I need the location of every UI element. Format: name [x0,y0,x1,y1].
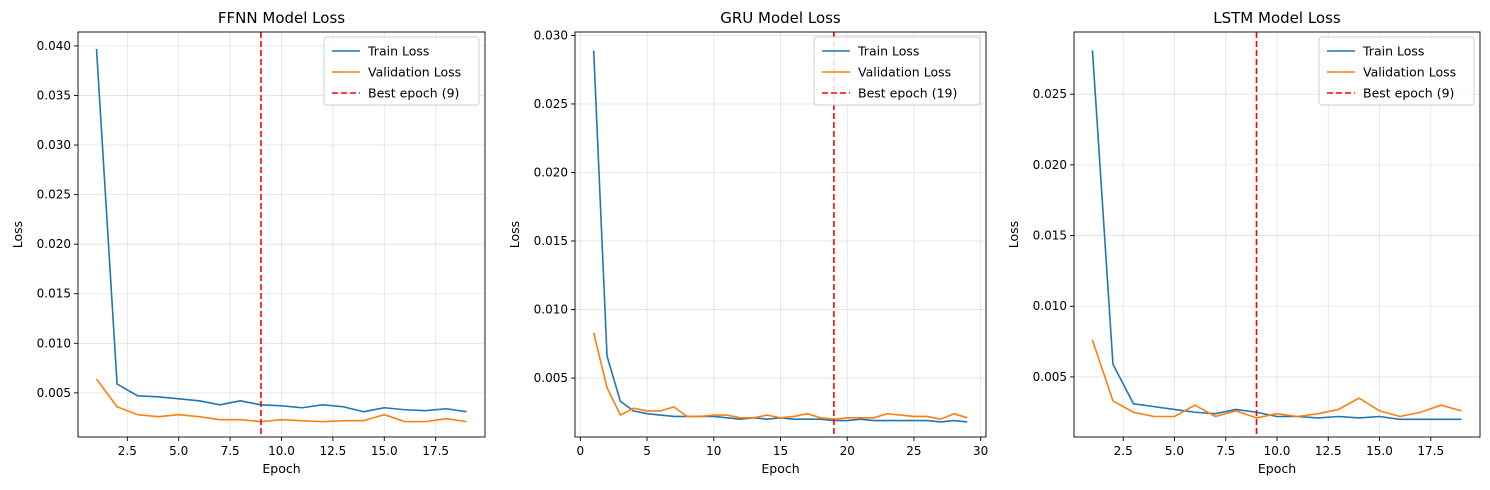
y-tick-label: 0.015 [534,234,568,248]
y-tick-label: 0.025 [534,97,568,111]
y-tick-label: 0.005 [37,386,71,400]
y-tick-label: 0.035 [37,88,71,102]
y-tick-label: 0.005 [534,371,568,385]
x-tick-label: 12.5 [1315,444,1342,458]
legend: Train Loss Validation Loss Best epoch (9) [323,36,480,106]
y-tick-label: 0.020 [1033,158,1067,172]
y-axis-label: Loss [10,221,25,248]
chart-title: GRU Model Loss [720,9,841,27]
legend-label: Validation Loss [858,65,951,80]
legend-box [323,36,480,106]
legend-label: Train Loss [857,44,919,59]
y-tick-label: 0.030 [37,138,71,152]
x-tick-label: 2.5 [118,444,137,458]
x-tick-label: 5.0 [169,444,188,458]
y-tick-label: 0.040 [37,39,71,53]
legend-label: Train Loss [367,44,429,59]
legend-label: Train Loss [1362,44,1424,59]
series-train-loss [1091,50,1462,421]
x-tick-label: 30 [973,444,988,458]
y-tick-label: 0.015 [37,287,71,301]
series-validation-loss [1091,339,1462,419]
x-tick-label: 5.0 [1165,444,1184,458]
x-tick-label: 15 [773,444,788,458]
legend-label: Validation Loss [368,65,461,80]
y-tick-label: 0.030 [534,28,568,42]
x-tick-label: 15.0 [371,444,398,458]
x-tick-label: 10 [706,444,721,458]
chart-title: FFNN Model Loss [218,9,345,27]
x-tick-label: 10.0 [268,444,295,458]
y-tick-label: 0.015 [1033,229,1067,243]
y-axis-label: Loss [507,221,522,248]
chart-panel-1: 2.5 5.0 7.5 10.0 12.5 15.0 17.5 0.005 0.010 0.015… [10,9,486,476]
x-tick-label: 5 [643,444,651,458]
x-tick-label: 0 [577,444,585,458]
y-tick-label: 0.005 [1033,370,1067,384]
x-tick-label: 2.5 [1114,444,1133,458]
chart-panel-2: 0 5 10 15 20 25 30 0.005 0.010 0.015 0.020 0.025 0.0… [507,9,988,476]
y-tick-label: 0.020 [37,237,71,251]
x-tick-label: 20 [840,444,855,458]
y-tick-label: 0.025 [37,188,71,202]
x-tick-label: 25 [906,444,921,458]
x-tick-label: 10.0 [1264,444,1291,458]
legend: Train Loss Validation Loss Best epoch (19) [813,36,981,106]
chart-title: LSTM Model Loss [1213,9,1341,27]
y-axis-label: Loss [1006,221,1021,248]
legend: Train Loss Validation Loss Best epoch (9) [1318,36,1475,106]
x-tick-label: 15.0 [1366,444,1393,458]
y-tick-label: 0.025 [1033,87,1067,101]
x-tick-label: 17.5 [1417,444,1444,458]
chart-panel-3: 2.5 5.0 7.5 10.0 12.5 15.0 17.5 0.005 0.010 0.015… [1006,9,1481,476]
x-tick-label: 7.5 [1216,444,1235,458]
legend-box [813,36,981,106]
legend-label: Best epoch (9) [368,86,459,101]
x-axis-label: Epoch [1258,461,1296,476]
y-tick-label: 0.010 [534,303,568,317]
legend-box [1318,36,1475,106]
series-validation-loss [95,378,467,423]
x-axis-label: Epoch [761,461,799,476]
legend-label: Validation Loss [1363,65,1456,80]
legend-label: Best epoch (9) [1363,86,1454,101]
y-tick-label: 0.010 [1033,299,1067,313]
y-tick-label: 0.020 [534,165,568,179]
series-train-loss [95,48,467,413]
legend-label: Best epoch (19) [858,86,957,101]
x-axis-label: Epoch [262,461,300,476]
y-tick-label: 0.010 [37,336,71,350]
x-tick-label: 7.5 [221,444,240,458]
x-tick-label: 17.5 [422,444,449,458]
x-tick-label: 12.5 [320,444,347,458]
